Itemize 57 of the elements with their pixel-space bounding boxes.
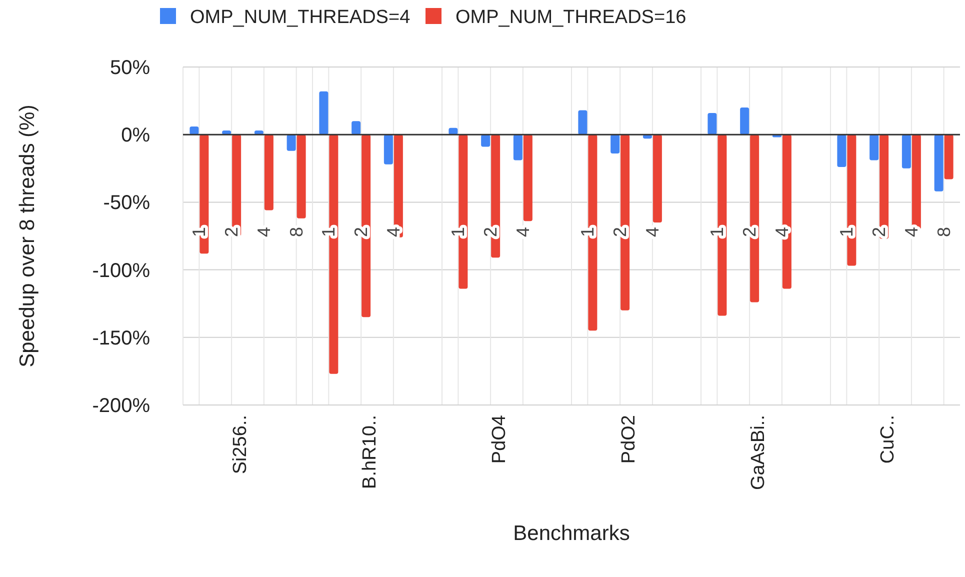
x-tick-label: 4: [772, 226, 792, 238]
bar: [578, 110, 588, 135]
x-tick-label: 4: [383, 226, 404, 238]
x-tick-label: 1: [189, 226, 210, 238]
bar: [837, 134, 846, 168]
bar: [902, 134, 911, 168]
text: GaAsBi..: [748, 415, 769, 490]
x-tick-label: 2: [869, 226, 890, 238]
x-tick-label: 1: [318, 226, 339, 238]
bar: [523, 134, 532, 222]
x-tick-label: 1: [836, 226, 857, 238]
bar: [286, 134, 296, 151]
y-axis-title: Speedup over 8 threads (%): [16, 104, 39, 368]
text: B.hR10..: [359, 415, 380, 489]
x-tick-label: 8: [934, 226, 954, 238]
text: PdO2: [618, 415, 640, 464]
bar: [740, 108, 750, 135]
x-tick-label: 1: [707, 226, 728, 238]
x-tick-label: 2: [740, 226, 760, 238]
bar: [319, 91, 328, 135]
bar: [384, 134, 393, 164]
y-tick-label: -200%: [92, 395, 150, 417]
bar: [352, 121, 361, 135]
bar: [652, 134, 662, 222]
x-tick-label: 4: [901, 226, 922, 238]
x-tick-label: 1: [578, 226, 598, 238]
x-axis-title: Benchmarks: [513, 522, 630, 545]
y-tick-label: 50%: [110, 57, 150, 79]
text: PdO4: [488, 414, 510, 464]
x-tick-label: 2: [351, 226, 372, 238]
legend-label: OMP_NUM_THREADS=4: [190, 7, 411, 28]
x-tick-label: 4: [642, 226, 662, 238]
y-tick-label: -100%: [92, 260, 150, 282]
x-tick-label: 2: [480, 226, 501, 238]
text: CuC..: [877, 415, 898, 464]
y-tick-label: 0%: [121, 124, 150, 147]
x-tick-label: 4: [512, 226, 533, 238]
x-tick-label: 1: [448, 226, 468, 238]
bar: [513, 134, 522, 160]
bar: [944, 134, 954, 180]
legend-label: OMP_NUM_THREADS=16: [456, 7, 686, 28]
x-tick-label: 2: [610, 226, 630, 238]
x-tick-label: 4: [254, 226, 274, 238]
bar: [481, 134, 490, 147]
x-tick-label: 2: [222, 226, 242, 238]
bar: [934, 134, 944, 192]
y-tick-label: -50%: [103, 192, 150, 214]
x-tick-label: 8: [286, 226, 306, 238]
bar: [610, 134, 620, 154]
y-tick-label: -150%: [92, 327, 150, 350]
text: Si256..: [230, 415, 251, 474]
bar: [708, 112, 717, 135]
bar: [912, 134, 921, 230]
bar: [296, 134, 306, 218]
bar: [264, 134, 274, 210]
bar: [870, 134, 879, 160]
bar: [190, 126, 199, 135]
